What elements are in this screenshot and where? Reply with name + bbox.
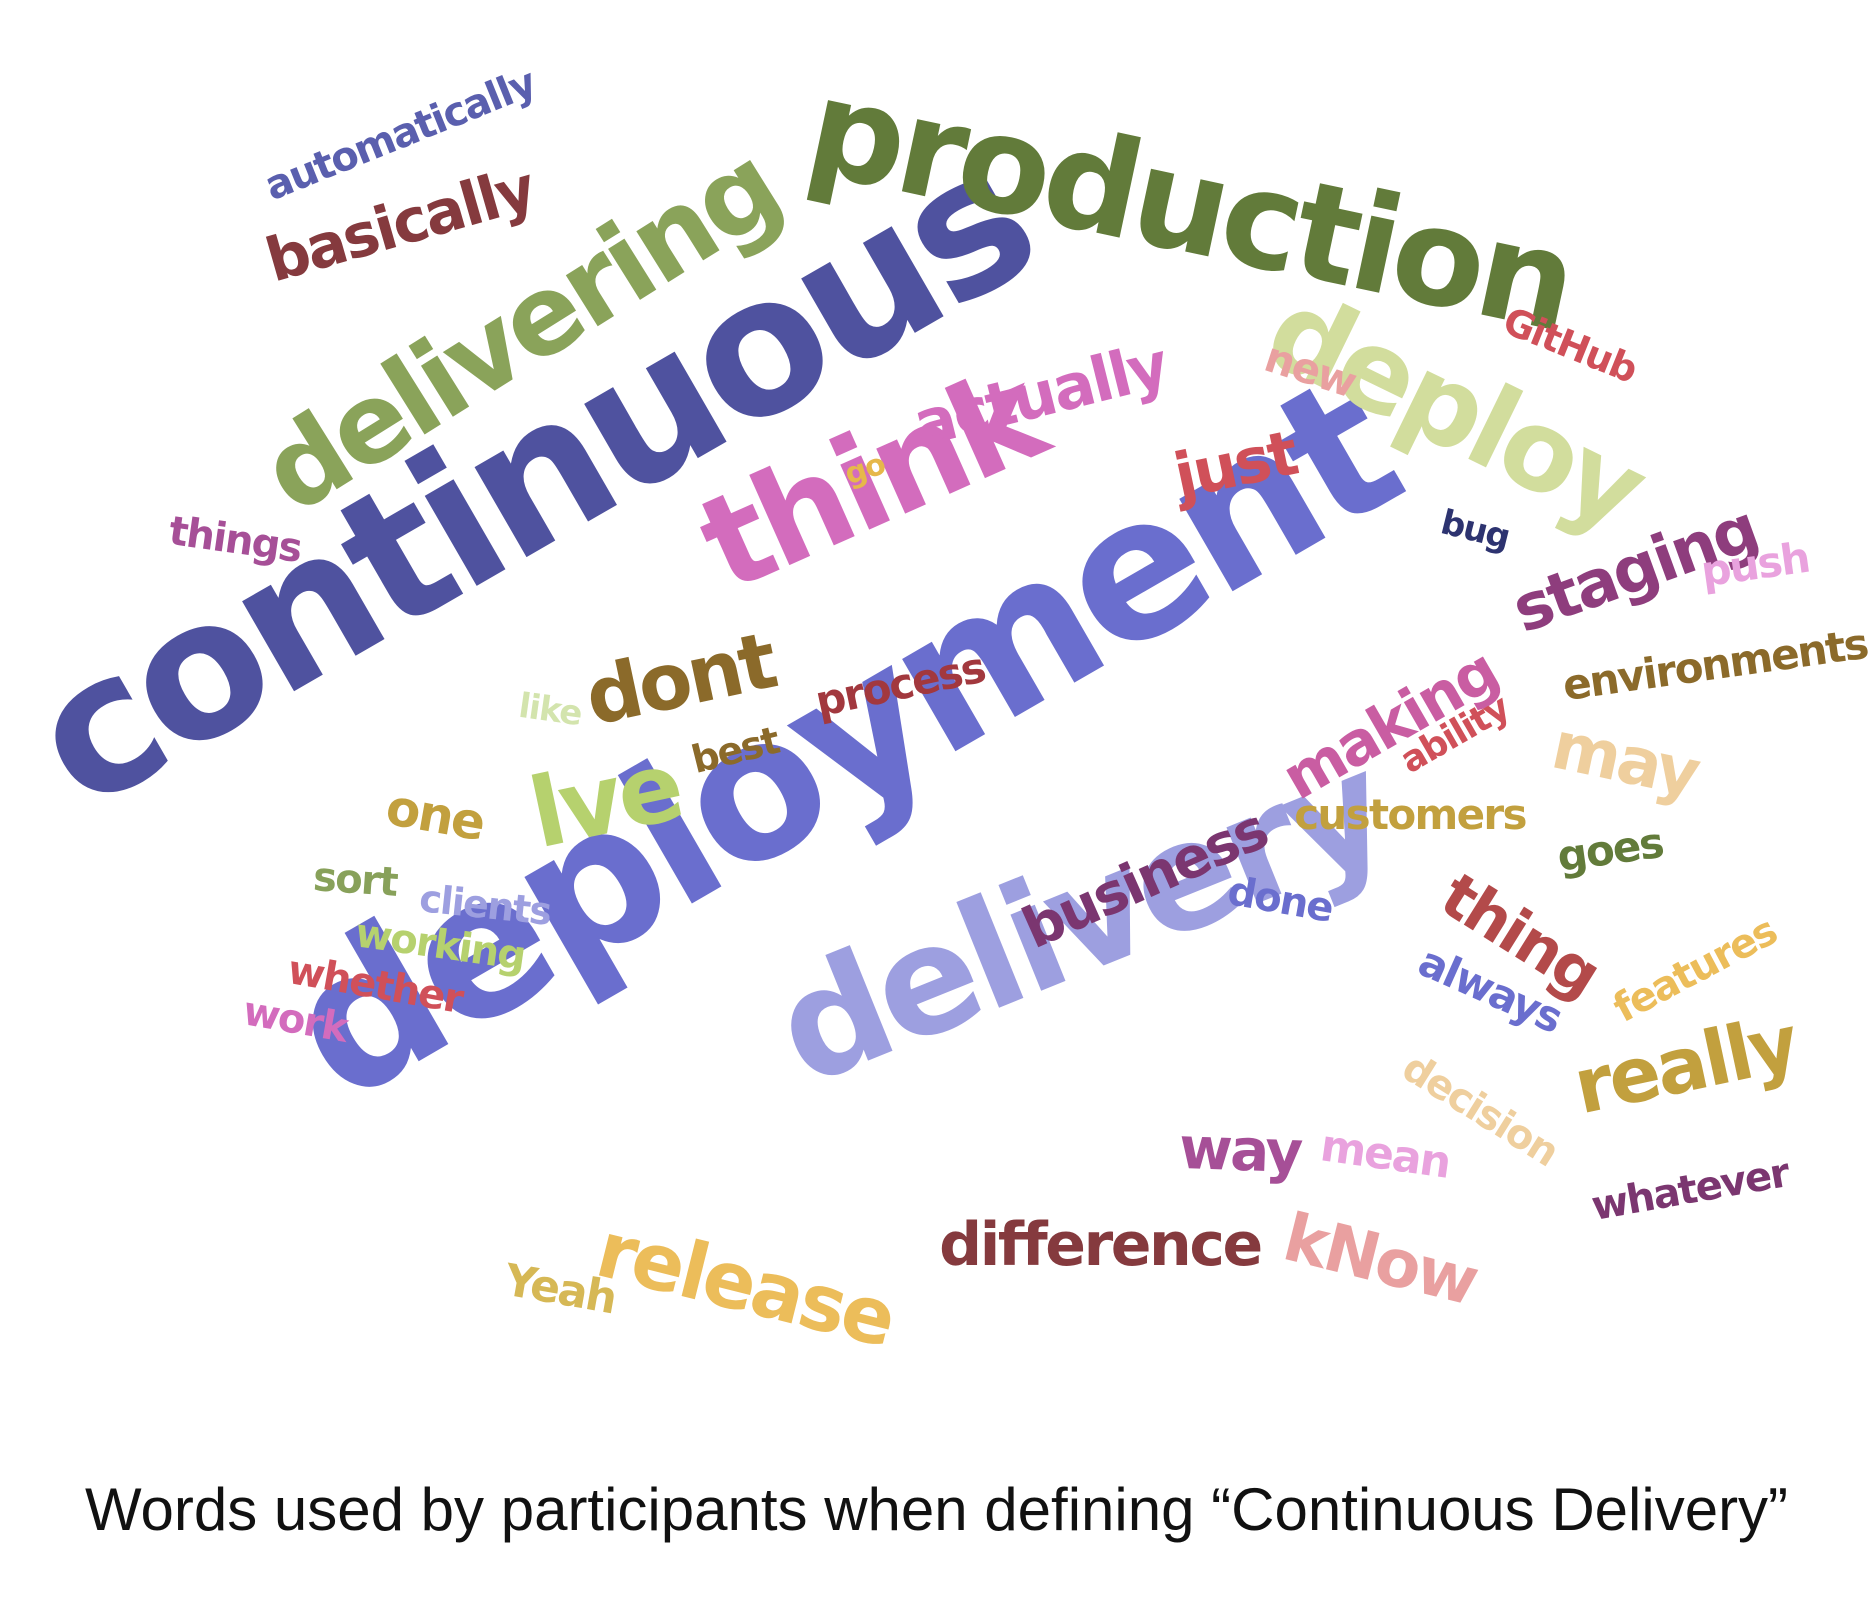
word-sort: sort: [311, 854, 399, 906]
word-lve: lve: [520, 729, 690, 871]
word-way: way: [1177, 1113, 1303, 1187]
word-like: like: [516, 685, 584, 735]
word-bug: bug: [1436, 502, 1514, 558]
word-one: one: [381, 777, 489, 853]
word-really: really: [1566, 997, 1804, 1132]
word-environments: environments: [1559, 618, 1871, 711]
word-release: release: [588, 1204, 902, 1366]
word-goes: goes: [1554, 817, 1666, 882]
word-difference: difference: [939, 1210, 1263, 1280]
word-mean: mean: [1317, 1120, 1453, 1189]
word-may: may: [1545, 706, 1705, 813]
word-push: push: [1697, 532, 1812, 597]
word-whatever: whatever: [1588, 1150, 1792, 1230]
word-customers: customers: [1294, 790, 1527, 839]
word-know: kNow: [1276, 1198, 1484, 1321]
figure-caption: Words used by participants when defining…: [84, 1476, 1789, 1543]
